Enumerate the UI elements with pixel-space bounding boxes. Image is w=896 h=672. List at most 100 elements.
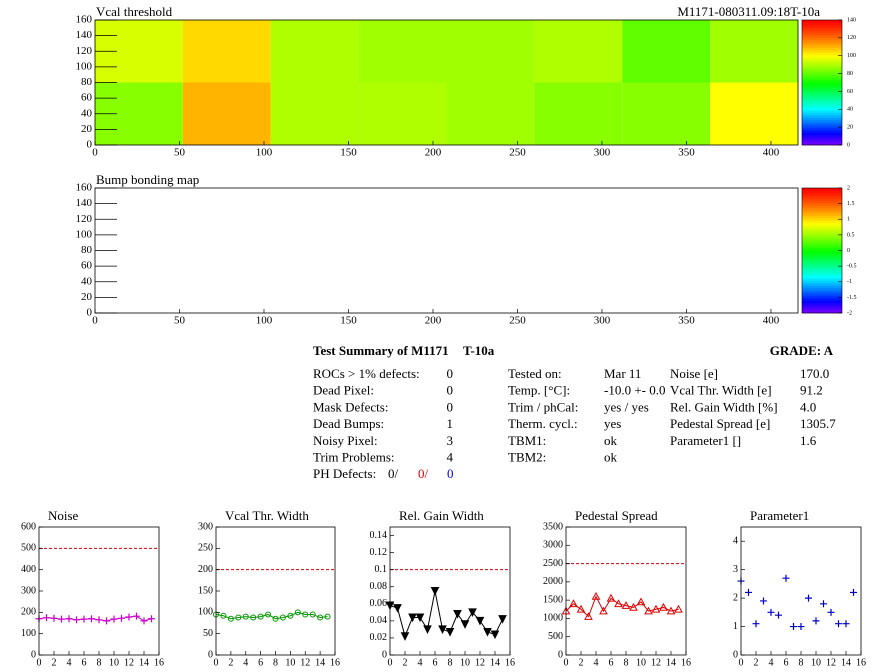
x-tick-label: 16 [505, 657, 515, 668]
heat-cell [534, 82, 623, 145]
heat-cell [358, 82, 447, 145]
x-tick-label: 4 [67, 657, 72, 668]
y-tick-label: 1000 [543, 613, 563, 624]
marker [415, 613, 425, 623]
y-tick-label: 0 [87, 307, 93, 319]
y-tick-label: 100 [76, 60, 93, 72]
chart-title: Vcal Thr. Width [225, 508, 309, 523]
colorbar-band [802, 127, 842, 131]
colorbar-band [802, 107, 842, 111]
summary-value: 0/ [388, 466, 399, 481]
x-tick-label: 4 [769, 657, 774, 668]
x-tick-label: 2 [228, 657, 233, 668]
marker [408, 613, 417, 623]
heat-cell [270, 82, 359, 145]
marker [140, 617, 148, 625]
colorbar-frame [801, 19, 843, 146]
colorbar-band [802, 92, 842, 96]
series-line [565, 595, 679, 618]
x-tick-label: 100 [256, 147, 273, 159]
x-tick-label: 12 [300, 657, 310, 668]
marker [445, 627, 455, 637]
colorbar-band [802, 142, 842, 146]
marker [265, 611, 272, 618]
colorbar-band [802, 57, 842, 61]
y-tick-label: 3500 [543, 521, 563, 532]
colorbar-band [802, 85, 842, 88]
marker [460, 620, 470, 629]
marker [287, 612, 294, 619]
summary-label: Temp. [°C]: [508, 383, 570, 398]
marker [591, 591, 601, 600]
y-tick-label: 0 [382, 649, 387, 660]
colorbar-band [802, 115, 842, 118]
marker [227, 615, 234, 622]
marker [850, 588, 857, 596]
marker [242, 613, 249, 620]
x-tick-label: 6 [609, 657, 614, 668]
summary-label: Dead Pixel: [313, 383, 374, 398]
x-tick-label: 2 [579, 657, 584, 668]
colorbar-band [802, 295, 842, 299]
colorbar-band [802, 140, 842, 143]
colorbar-band [802, 223, 842, 226]
colorbar-band [802, 95, 842, 98]
x-tick-label: 14 [139, 657, 149, 668]
x-tick-label: 2 [52, 657, 57, 668]
summary-value: 1.6 [800, 433, 817, 448]
marker [599, 606, 608, 615]
summary-label: Trim Problems: [313, 449, 395, 464]
colorbar-band [802, 97, 842, 101]
y-tick-label: 50 [203, 628, 213, 639]
colorbar-band [802, 253, 842, 256]
heat-cell [534, 20, 623, 83]
y-tick-label: 400 [21, 564, 36, 575]
summary-label: Noisy Pixel: [313, 433, 378, 448]
colorbar-band [802, 258, 842, 261]
y-tick-label: 0.04 [370, 615, 388, 626]
marker [118, 614, 125, 622]
x-tick-label: 12 [651, 657, 661, 668]
y-tick-label: 0.02 [370, 632, 388, 643]
marker [584, 612, 593, 620]
summary-value: yes / yes [604, 399, 649, 414]
marker [250, 614, 257, 621]
summary-value: Mar 11 [604, 366, 641, 381]
colorbar-band [802, 300, 842, 304]
colorbar-label: 120 [847, 35, 856, 41]
y-tick-label: 100 [76, 228, 93, 240]
x-tick-label: 0 [92, 147, 98, 159]
marker [438, 625, 447, 635]
colorbar-band [802, 193, 842, 196]
marker [430, 587, 440, 596]
colorbar-band [802, 90, 842, 93]
x-tick-label: 2 [754, 657, 759, 668]
marker [636, 597, 646, 606]
marker [797, 623, 805, 631]
colorbar-band [802, 250, 842, 254]
colorbar-band [802, 188, 842, 191]
summary-label: TBM2: [508, 449, 546, 464]
summary-value: -10.0 +- 0.0 [604, 383, 666, 398]
colorbar-band [802, 62, 842, 66]
x-tick-label: 16 [154, 657, 164, 668]
colorbar-band [802, 260, 842, 264]
colorbar-band [802, 35, 842, 38]
colorbar-band [802, 308, 842, 311]
summary-label: Rel. Gain Width [%] [670, 399, 778, 414]
marker [835, 620, 842, 628]
y-tick-label: 0.12 [370, 547, 388, 558]
marker [272, 615, 279, 622]
y-tick-label: 2500 [543, 558, 563, 569]
y-tick-label: 2 [733, 592, 738, 603]
series-line [389, 590, 503, 638]
summary-value: 0 [447, 383, 454, 398]
x-tick-label: 16 [681, 657, 691, 668]
y-tick-label: 0.08 [370, 581, 388, 592]
colorbar-label: 100 [847, 53, 856, 59]
colorbar-band [802, 105, 842, 108]
summary-value: yes [604, 416, 621, 431]
marker [674, 604, 683, 613]
marker [110, 615, 118, 623]
